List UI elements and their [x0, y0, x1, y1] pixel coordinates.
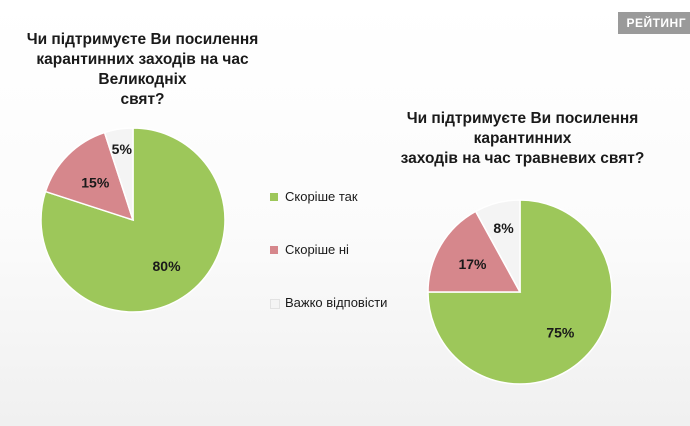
chart-title-easter: Чи підтримуєте Ви посилення карантинних …: [26, 31, 259, 108]
legend-label-no: Скоріше ні: [285, 242, 349, 257]
legend-swatch-hard: [270, 299, 280, 309]
legend-swatch-no: [270, 246, 278, 254]
pie-label-hard: 8%: [493, 220, 514, 236]
pie-slice-yes: [427, 199, 613, 385]
pie-label-yes: 75%: [546, 324, 575, 340]
pie-slice-hard: [103, 127, 134, 221]
pie-label-no: 15%: [81, 174, 110, 190]
chart-title-may: Чи підтримуєте Ви посилення карантинних …: [400, 110, 645, 167]
pie-label-no: 17%: [458, 256, 487, 272]
pie-label-hard: 5%: [112, 141, 133, 157]
legend-swatch-yes: [270, 193, 278, 201]
legend-label-hard: Важко відповісти: [285, 295, 388, 310]
pie-slice-no: [427, 210, 522, 293]
watermark: РЕЙТИНГ: [618, 12, 690, 34]
pie-slice-hard: [474, 199, 521, 293]
pie-label-yes: 80%: [153, 258, 182, 274]
legend-label-yes: Скоріше так: [285, 189, 358, 204]
